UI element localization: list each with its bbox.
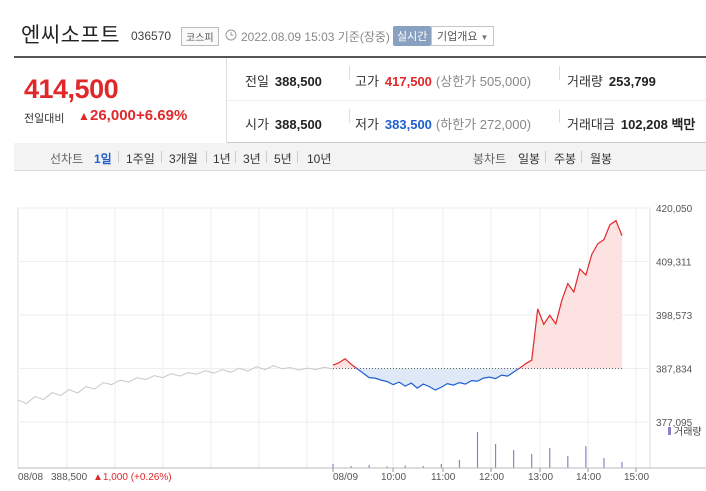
chart-period-tabs: 선차트 1일 1주일 3개월 1년 3년 5년 10년 봉차트 일봉 주봉 월봉 <box>14 143 706 171</box>
tab-weekly-candle[interactable]: 주봉 <box>554 152 577 166</box>
candle-chart-label: 봉차트 <box>473 152 507 166</box>
tab-3months[interactable]: 3개월 <box>169 152 198 166</box>
stat-volume: 거래량 253,799 <box>567 71 656 90</box>
tab-3years[interactable]: 3년 <box>243 152 261 166</box>
stat-high: 고가 417,500 (상한가 505,000) <box>355 71 531 90</box>
y-tick-label: 398,573 <box>656 311 693 322</box>
stock-code: 036570 <box>131 29 172 43</box>
stat-value: 388,500 <box>274 117 322 132</box>
market-badge: 코스피 <box>181 27 219 46</box>
down-area-fill <box>333 368 622 391</box>
prev-day-change: ▲1,000 (+0.26%) <box>93 472 172 483</box>
up-triangle-icon: ▲ <box>78 109 90 123</box>
x-tick-label: 11:00 <box>431 472 456 483</box>
realtime-button[interactable]: 실시간 <box>393 26 432 46</box>
clock-icon <box>225 29 237 41</box>
stat-prev-close: 전일 388,500 <box>245 71 322 90</box>
company-overview-dropdown[interactable]: 기업개요 ▼ <box>431 26 495 46</box>
stat-value: 388,500 <box>274 74 322 89</box>
prev-day-price: 388,500 <box>51 472 88 483</box>
company-overview-label: 기업개요 <box>437 31 478 43</box>
change-label: 전일대비 <box>24 113 65 125</box>
y-tick-label: 377,095 <box>656 418 693 429</box>
today-line-up <box>332 219 623 369</box>
tab-5years[interactable]: 5년 <box>274 152 292 166</box>
x-tick-label: 13:00 <box>528 472 553 483</box>
stock-header: 엔씨소프트 036570 코스피 2022.08.09 15:03 기준(장중)… <box>0 0 706 55</box>
stat-sub: (하한가 272,000) <box>435 117 532 132</box>
stat-label: 고가 <box>355 74 379 89</box>
prev-day-line <box>17 365 334 405</box>
line-chart-label: 선차트 <box>50 152 84 166</box>
up-area-fill <box>333 220 622 369</box>
y-tick-label: 387,834 <box>656 364 693 375</box>
prev-day-label: 08/08 <box>18 472 43 483</box>
tab-monthly-candle[interactable]: 월봉 <box>590 152 613 166</box>
current-price-box: 414,500 전일대비 ▲ 26,000 +6.69% <box>14 58 226 143</box>
volume-legend-swatch <box>668 427 671 435</box>
stat-value: 102,208 백만 <box>620 117 696 132</box>
current-price: 414,500 <box>24 74 119 104</box>
x-tick-label: 15:00 <box>624 472 649 483</box>
intraday-chart[interactable]: 420,050 409,311 398,573 387,834 377,095 거래량 08… <box>0 190 706 491</box>
tab-1week[interactable]: 1주일 <box>126 152 155 166</box>
basis-label: 기준(장중) <box>337 30 390 44</box>
stat-low: 저가 383,500 (하한가 272,000) <box>355 114 531 133</box>
stat-label: 시가 <box>245 117 269 132</box>
tab-1year[interactable]: 1년 <box>213 152 231 166</box>
change-percent: +6.69% <box>136 107 188 124</box>
chevron-down-icon: ▼ <box>480 33 489 42</box>
stat-label: 거래량 <box>567 74 603 89</box>
stat-value: 417,500 <box>384 74 432 89</box>
volume-legend: 거래량 <box>674 426 702 438</box>
x-tick-label: 08/09 <box>333 472 358 483</box>
y-tick-label: 409,311 <box>656 258 692 269</box>
x-tick-label: 12:00 <box>479 472 504 483</box>
price-panel: 414,500 전일대비 ▲ 26,000 +6.69% 전일 388,500 고… <box>14 56 706 143</box>
x-tick-label: 10:00 <box>381 472 406 483</box>
stat-label: 전일 <box>245 74 269 89</box>
tab-1day[interactable]: 1일 <box>94 152 112 166</box>
stat-label: 저가 <box>355 117 379 132</box>
stat-open: 시가 388,500 <box>245 114 322 133</box>
stats-grid: 전일 388,500 고가 417,500 (상한가 505,000) 거래량 253,… <box>226 58 706 143</box>
timestamp: 2022.08.09 15:03 <box>241 30 335 44</box>
tab-10years[interactable]: 10년 <box>307 152 332 166</box>
stat-value: 253,799 <box>608 74 656 89</box>
tab-daily-candle[interactable]: 일봉 <box>518 152 541 166</box>
change-value: 26,000 <box>90 107 136 124</box>
stat-value: 383,500 <box>384 117 432 132</box>
x-tick-label: 14:00 <box>576 472 601 483</box>
stat-label: 거래대금 <box>567 117 615 132</box>
today-line-down <box>355 368 521 391</box>
y-tick-label: 420,050 <box>656 204 693 215</box>
stat-sub: (상한가 505,000) <box>435 74 532 89</box>
stock-name: 엔씨소프트 <box>21 24 121 47</box>
timestamp-line: 2022.08.09 15:03 기준(장중) <box>241 28 390 45</box>
stat-trade-value: 거래대금 102,208 백만 <box>567 114 695 133</box>
